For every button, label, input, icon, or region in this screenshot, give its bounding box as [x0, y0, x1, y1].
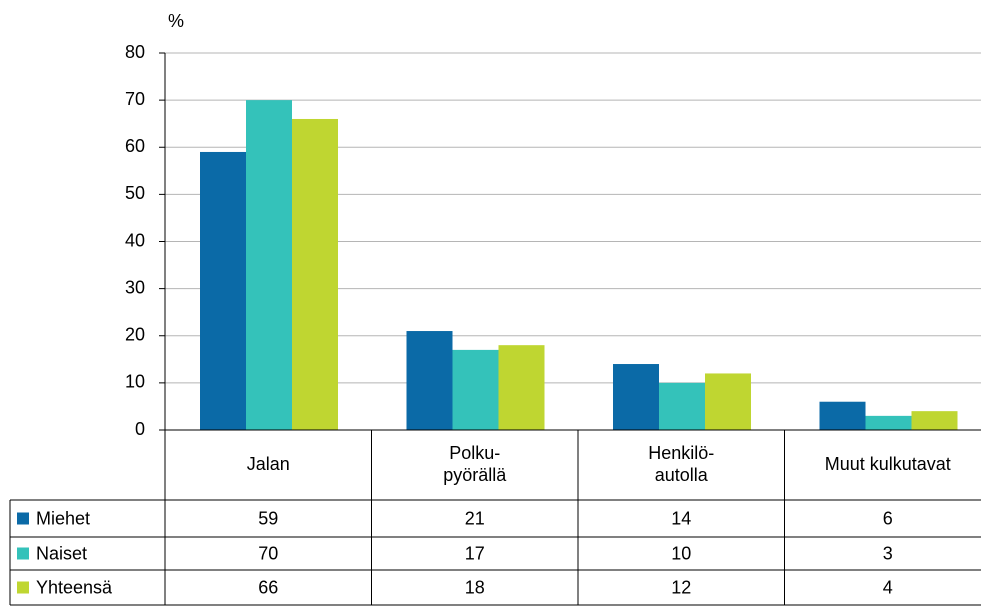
- table-value: 3: [883, 543, 893, 563]
- table-value: 14: [671, 508, 691, 528]
- y-tick-label: 80: [125, 42, 145, 62]
- bar: [200, 151, 246, 430]
- y-tick-label: 50: [125, 183, 145, 203]
- category-label: Polku-pyörällä: [443, 443, 507, 485]
- bar: [659, 382, 705, 430]
- legend-label: Miehet: [36, 508, 90, 528]
- category-label: Henkilö-autolla: [648, 443, 714, 485]
- bar: [498, 345, 545, 430]
- bar: [613, 364, 659, 430]
- table-value: 18: [465, 577, 485, 597]
- bar: [705, 373, 751, 430]
- bar: [406, 331, 453, 430]
- bar: [865, 415, 912, 430]
- y-tick-label: 40: [125, 230, 145, 250]
- legend-label: Naiset: [36, 543, 87, 563]
- y-tick-label: 70: [125, 89, 145, 109]
- y-tick-label: 30: [125, 277, 145, 297]
- table-value: 12: [671, 577, 691, 597]
- bar: [819, 401, 866, 430]
- legend-swatch: [17, 581, 29, 594]
- table-value: 4: [883, 577, 893, 597]
- table-value: 6: [883, 508, 893, 528]
- y-tick-label: 10: [125, 372, 145, 392]
- legend-swatch: [17, 547, 29, 560]
- table-value: 21: [465, 508, 485, 528]
- bar: [452, 349, 499, 430]
- bar: [246, 100, 292, 430]
- table-value: 66: [258, 577, 278, 597]
- table-value: 17: [465, 543, 485, 563]
- y-tick-label: 60: [125, 136, 145, 156]
- category-label: Jalan: [247, 454, 290, 474]
- table-value: 70: [258, 543, 278, 563]
- bar: [911, 411, 958, 430]
- y-axis-label: %: [168, 11, 184, 31]
- legend-swatch: [17, 512, 29, 525]
- y-tick-label: 0: [135, 419, 145, 439]
- y-tick-label: 20: [125, 325, 145, 345]
- category-label: Muut kulkutavat: [825, 454, 951, 474]
- legend-label: Yhteensä: [36, 577, 113, 597]
- bar: [292, 118, 338, 430]
- table-value: 59: [258, 508, 278, 528]
- table-value: 10: [671, 543, 691, 563]
